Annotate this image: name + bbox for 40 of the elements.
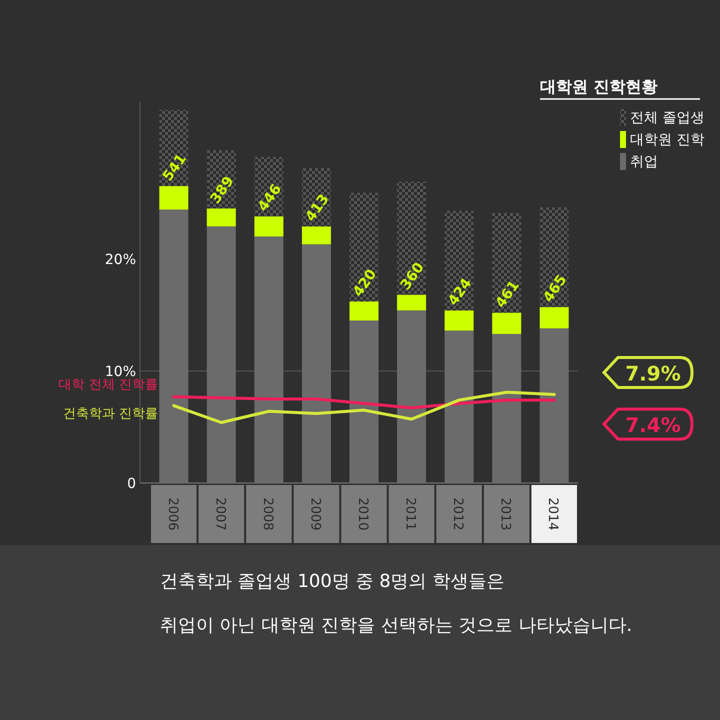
bar <box>159 110 188 186</box>
y-tick-label: 10% <box>104 364 136 380</box>
x-tick-label: 2010 <box>355 497 370 531</box>
x-tick-label: 2013 <box>498 497 513 531</box>
x-tick-label: 2008 <box>260 497 275 531</box>
line-series <box>172 395 556 410</box>
legend-label: 취업 <box>630 154 658 170</box>
x-tick-label: 2012 <box>450 497 466 531</box>
x-tick-label: 2007 <box>212 497 228 531</box>
bar <box>254 216 284 236</box>
bar <box>397 294 426 310</box>
text: 건축학과 졸업생 100명 중 8명의 학생들은 <box>160 571 504 592</box>
x-tick-label: 2006 <box>164 497 180 531</box>
bar <box>206 208 236 226</box>
x-tick-label: 2011 <box>402 497 418 531</box>
series-label: 대학 전체 진학률 <box>58 378 158 393</box>
text: 7.9% <box>625 361 681 386</box>
legend-label: 전체 졸업생 <box>630 110 704 126</box>
x-tick-label: 2009 <box>307 497 322 531</box>
text: 취업이 아닌 대학원 진학을 선택하는 것으로 나타났습니다. <box>160 615 632 636</box>
bar <box>540 207 569 308</box>
bar <box>350 301 378 321</box>
line-series <box>172 390 556 424</box>
bar <box>159 186 188 210</box>
bar <box>302 168 331 226</box>
bar <box>444 210 474 310</box>
bar <box>492 312 522 334</box>
text: 7.4% <box>625 413 681 438</box>
legend-label: 대학원 진학 <box>630 132 704 148</box>
legend-title: 대학원 진학현황 <box>540 77 658 96</box>
bar <box>350 192 378 302</box>
bar <box>397 182 426 295</box>
x-tick-label: 2014 <box>545 497 560 531</box>
bar <box>302 226 331 244</box>
bar <box>492 212 522 313</box>
y-tick-label: 20% <box>104 252 136 268</box>
bar <box>444 310 474 331</box>
y-tick-label: 0 <box>127 476 136 492</box>
series-label: 건축학과 진학률 <box>62 406 158 422</box>
bar <box>540 307 569 328</box>
